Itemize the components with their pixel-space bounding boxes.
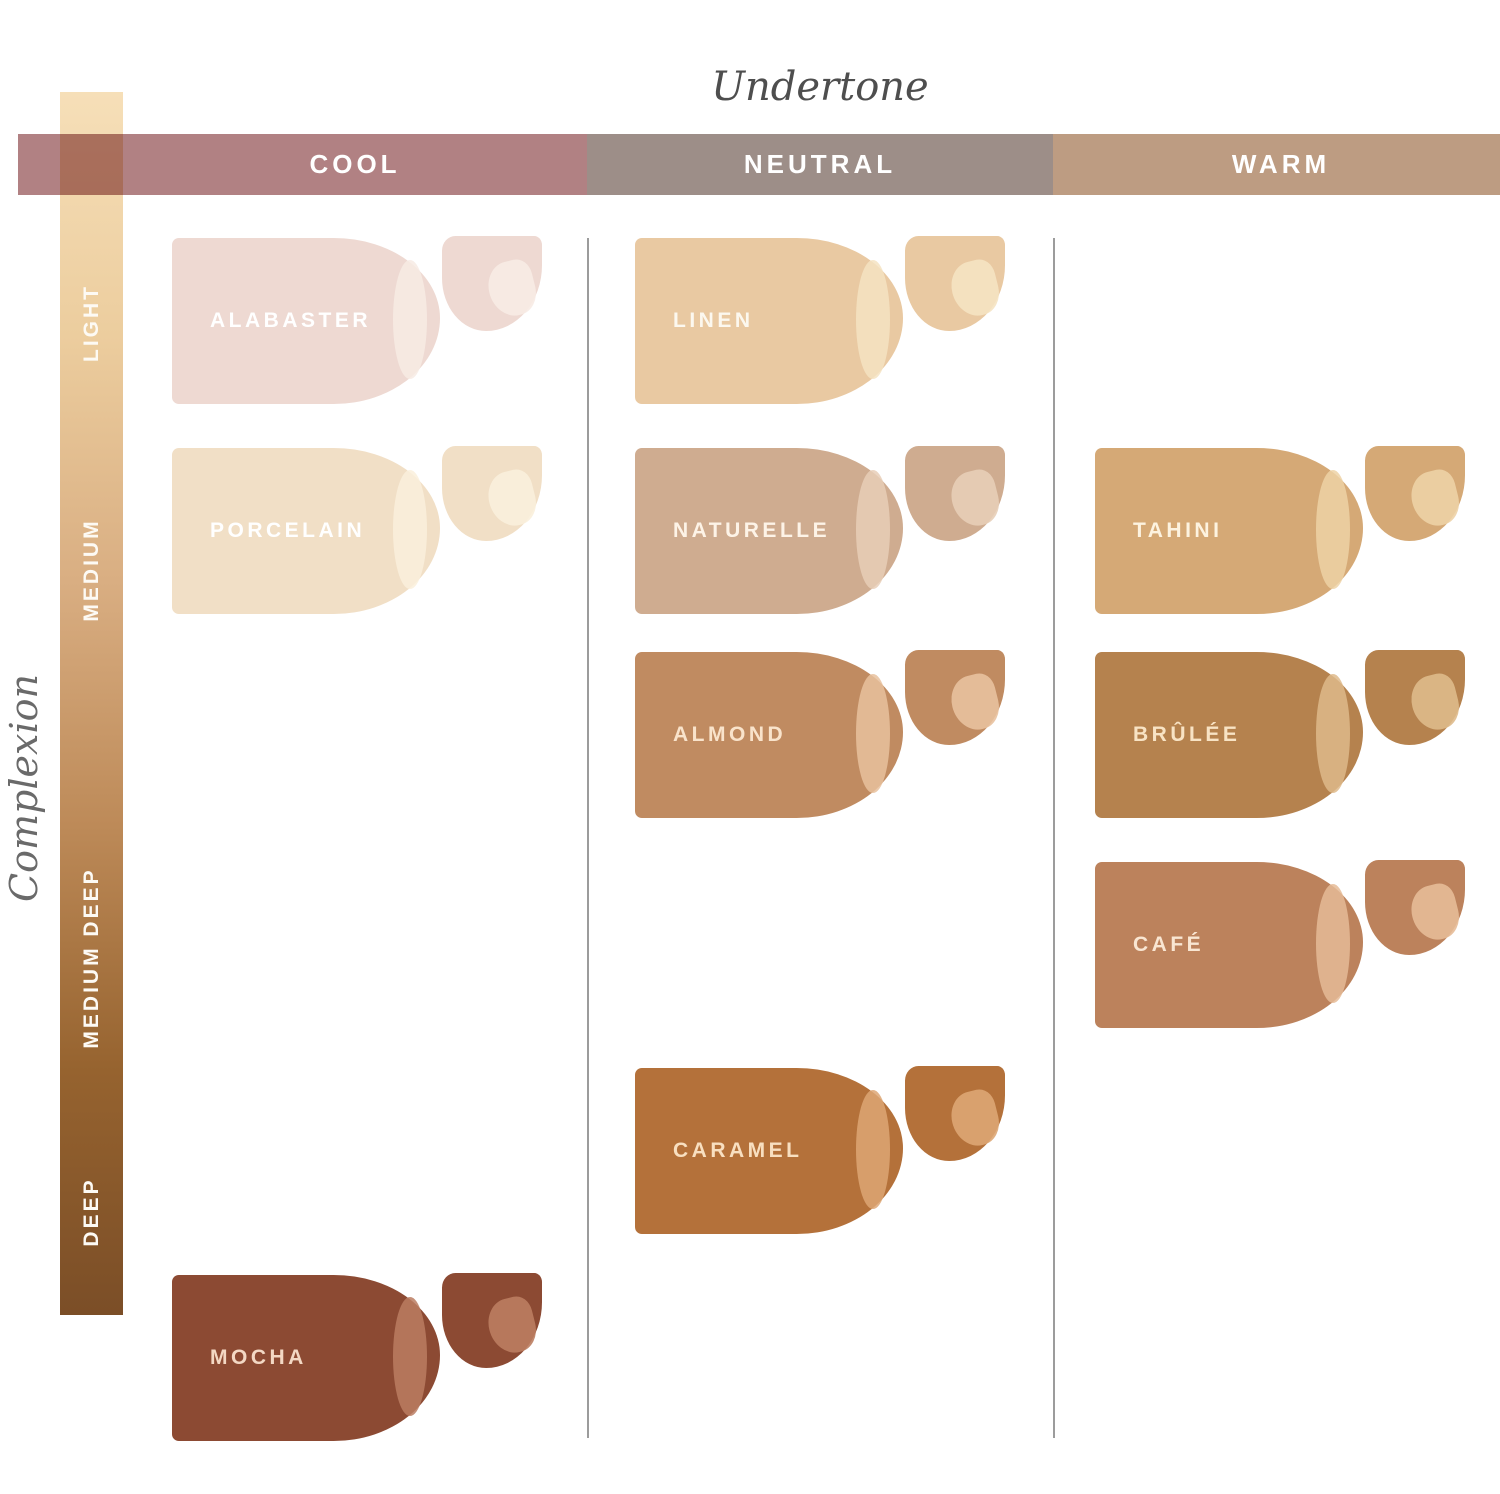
undertone-header-neutral: NEUTRAL xyxy=(587,134,1053,195)
undertone-header-bar: COOL NEUTRAL WARM xyxy=(18,134,1500,195)
swatch-label: CARAMEL xyxy=(673,1139,803,1162)
swatch-droplet xyxy=(442,446,542,541)
swatch-smear: ALABASTER xyxy=(172,238,440,404)
swatch-label: ALMOND xyxy=(673,723,787,746)
shade-swatch-brûlée: BRÛLÉE xyxy=(1095,650,1465,818)
swatch-label: BRÛLÉE xyxy=(1133,723,1241,746)
complexion-axis-title: Complexion xyxy=(2,674,46,902)
swatch-droplet xyxy=(1365,650,1465,745)
undertone-label-neutral: NEUTRAL xyxy=(743,149,897,179)
swatch-smear: BRÛLÉE xyxy=(1095,652,1363,818)
shade-swatch-caramel: CARAMEL xyxy=(635,1066,1005,1234)
swatch-label: LINEN xyxy=(673,309,754,332)
swatch-droplet xyxy=(442,236,542,331)
undertone-label-warm: WARM xyxy=(1231,149,1331,179)
swatch-droplet xyxy=(1365,446,1465,541)
swatch-label: CAFÉ xyxy=(1133,933,1205,956)
swatch-smear: ALMOND xyxy=(635,652,903,818)
swatch-smear: LINEN xyxy=(635,238,903,404)
swatch-label: TAHINI xyxy=(1133,519,1223,542)
shade-swatch-naturelle: NATURELLE xyxy=(635,446,1005,614)
undertone-axis-title: Undertone xyxy=(711,64,929,110)
swatch-droplet xyxy=(905,650,1005,745)
swatch-droplet xyxy=(905,446,1005,541)
swatch-smear: NATURELLE xyxy=(635,448,903,614)
column-divider-cool-neutral xyxy=(587,238,589,1438)
undertone-header-warm: WARM xyxy=(1053,134,1500,195)
swatch-label: PORCELAIN xyxy=(210,519,366,542)
shade-swatch-linen: LINEN xyxy=(635,236,1005,404)
swatch-droplet xyxy=(1365,860,1465,955)
complexion-gradient-bar xyxy=(60,92,123,1315)
swatch-label: NATURELLE xyxy=(673,519,831,542)
swatch-smear: CAFÉ xyxy=(1095,862,1363,1028)
shade-swatch-alabaster: ALABASTER xyxy=(172,236,542,404)
shade-swatch-café: CAFÉ xyxy=(1095,860,1465,1028)
swatch-droplet xyxy=(905,236,1005,331)
swatch-smear: MOCHA xyxy=(172,1275,440,1441)
swatch-smear: TAHINI xyxy=(1095,448,1363,614)
complexion-level-label: MEDIUM xyxy=(80,518,103,622)
column-divider-neutral-warm xyxy=(1053,238,1055,1438)
shade-swatch-tahini: TAHINI xyxy=(1095,446,1465,614)
swatch-droplet xyxy=(905,1066,1005,1161)
shade-swatch-mocha: MOCHA xyxy=(172,1273,542,1441)
complexion-level-label: MEDIUM DEEP xyxy=(80,867,103,1049)
swatch-smear: PORCELAIN xyxy=(172,448,440,614)
undertone-label-cool: COOL xyxy=(309,149,401,179)
swatch-label: ALABASTER xyxy=(210,309,371,332)
swatch-label: MOCHA xyxy=(210,1346,307,1369)
complexion-level-label: LIGHT xyxy=(80,284,103,362)
complexion-level-label: DEEP xyxy=(80,1177,103,1247)
swatch-droplet xyxy=(442,1273,542,1368)
shade-swatch-porcelain: PORCELAIN xyxy=(172,446,542,614)
shade-swatch-almond: ALMOND xyxy=(635,650,1005,818)
swatch-smear: CARAMEL xyxy=(635,1068,903,1234)
